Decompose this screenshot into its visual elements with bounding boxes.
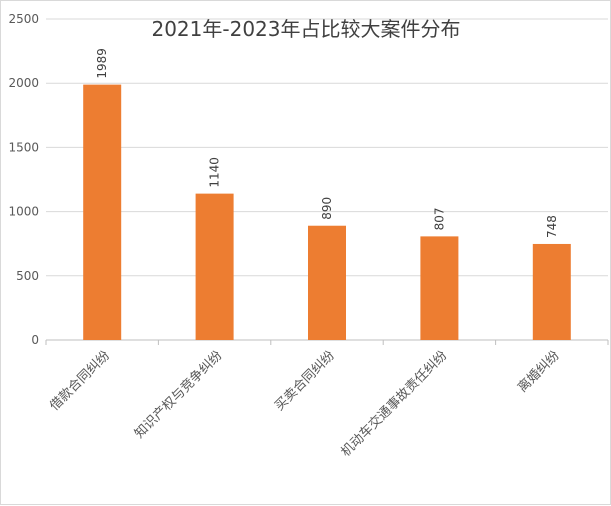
gridlines	[45, 18, 609, 345]
data-label: 1140	[208, 157, 222, 188]
data-labels: 1989 1140 890 807 748	[95, 48, 559, 238]
bar	[195, 193, 234, 340]
bar	[420, 236, 459, 340]
y-tick-label: 0	[31, 333, 39, 347]
data-label: 890	[320, 197, 334, 220]
bars	[83, 84, 571, 340]
category-label: 借款合同纠纷	[47, 348, 113, 414]
category-label: 知识产权与竞争纠纷	[131, 348, 225, 442]
bar	[532, 243, 571, 340]
data-label: 807	[432, 207, 446, 230]
bar	[308, 225, 346, 340]
chart-title: 2021年-2023年占比较大案件分布	[151, 17, 460, 41]
category-label: 机动车交通事故责任纠纷	[338, 348, 450, 460]
y-tick-label: 1500	[8, 140, 39, 154]
category-label: 买卖合同纠纷	[272, 348, 338, 414]
category-label: 离婚纠纷	[515, 348, 563, 396]
data-label: 748	[545, 215, 559, 238]
y-tick-label: 500	[16, 269, 39, 283]
data-label: 1989	[95, 48, 109, 79]
category-labels: 借款合同纠纷 知识产权与竞争纠纷 买卖合同纠纷 机动车交通事故责任纠纷 离婚纠纷	[47, 348, 562, 460]
bar	[83, 84, 122, 340]
y-tick-label: 2500	[8, 12, 39, 26]
y-axis-ticks: 0 500 1000 1500 2000 2500	[8, 12, 39, 347]
y-tick-label: 2000	[8, 76, 39, 90]
y-tick-label: 1000	[8, 205, 39, 219]
